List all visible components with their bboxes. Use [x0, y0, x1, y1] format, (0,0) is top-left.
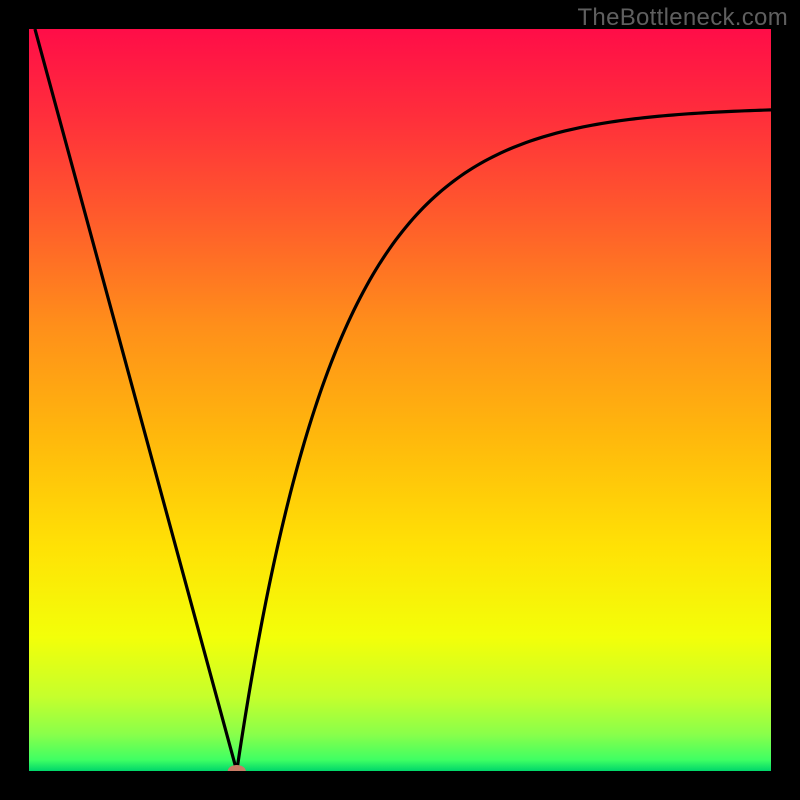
plot-svg [29, 29, 771, 771]
gradient-background [29, 29, 771, 771]
chart-frame: TheBottleneck.com [0, 0, 800, 800]
plot-area [29, 29, 771, 771]
watermark-text: TheBottleneck.com [577, 4, 788, 32]
